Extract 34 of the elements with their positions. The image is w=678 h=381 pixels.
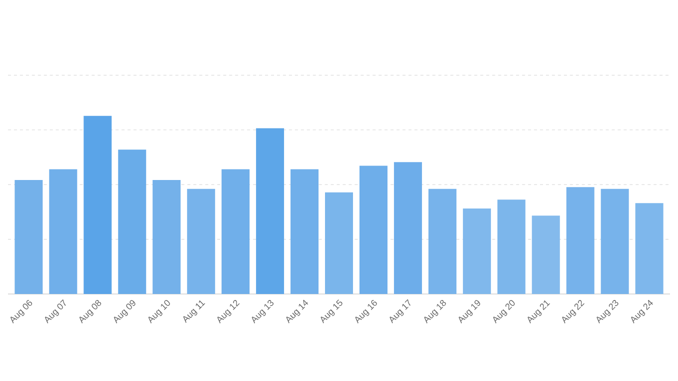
bar bbox=[222, 169, 250, 294]
bar bbox=[118, 150, 146, 294]
x-tick-label: Aug 17 bbox=[390, 299, 411, 324]
bar bbox=[359, 166, 388, 294]
bar bbox=[49, 169, 78, 294]
x-tick-label: Aug 11 bbox=[183, 300, 206, 323]
x-tick-label: Aug 10 bbox=[148, 300, 170, 324]
bar bbox=[635, 203, 664, 294]
bar bbox=[290, 169, 319, 294]
bar bbox=[497, 200, 526, 294]
x-tick-label: Aug 19 bbox=[458, 300, 480, 324]
x-tick-label: Aug 15 bbox=[320, 300, 342, 324]
bar bbox=[325, 192, 354, 294]
x-tick-label: Aug 12 bbox=[217, 300, 240, 324]
bar bbox=[152, 180, 181, 294]
bar bbox=[256, 128, 284, 294]
x-tick-label: Aug 20 bbox=[493, 300, 515, 324]
x-tick-label: Aug 22 bbox=[562, 300, 584, 324]
bar bbox=[428, 188, 456, 294]
bar bbox=[14, 180, 43, 294]
bar bbox=[600, 188, 629, 294]
x-tick-label: Aug 21 bbox=[528, 300, 550, 324]
x-tick-label: Aug 14 bbox=[286, 300, 308, 324]
bar bbox=[532, 216, 560, 294]
bar bbox=[566, 187, 594, 294]
x-tick-label: Aug 13 bbox=[252, 300, 274, 324]
x-tick-label: Aug 18 bbox=[424, 300, 446, 324]
bar bbox=[187, 188, 216, 294]
x-tick-label: Aug 16 bbox=[355, 300, 377, 324]
x-tick-label: Aug 23 bbox=[596, 300, 618, 324]
bar bbox=[462, 208, 491, 294]
bar bbox=[84, 116, 112, 294]
x-tick-label: Aug 24 bbox=[631, 300, 653, 324]
bar bbox=[394, 162, 422, 294]
